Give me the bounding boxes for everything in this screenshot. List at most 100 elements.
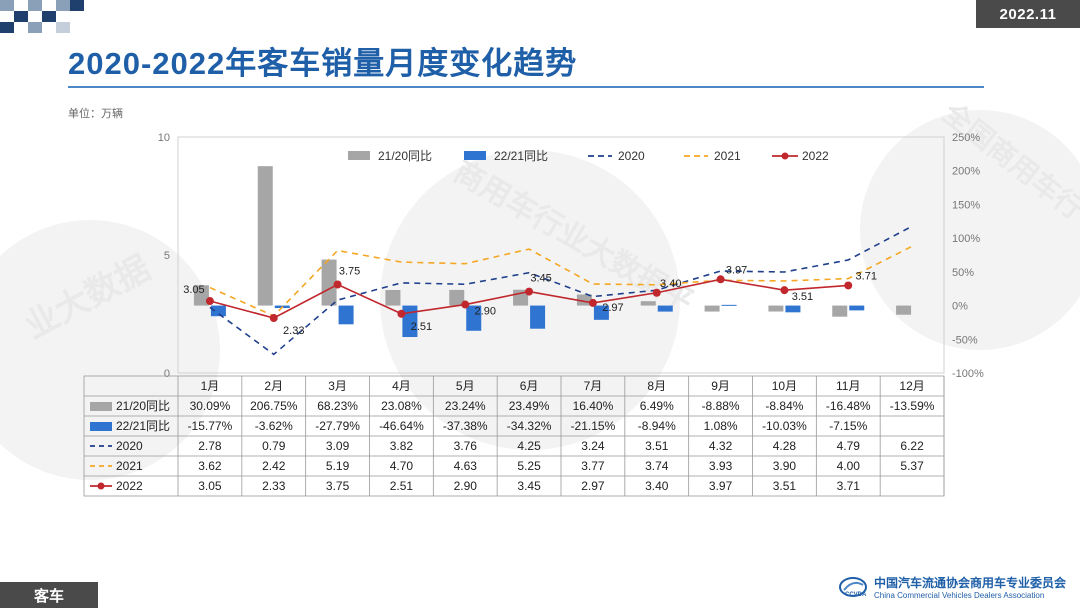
bar-2120-yoy [640,301,656,306]
table-cell: 2.51 [390,479,414,493]
right-axis-tick: 50% [952,267,974,279]
left-axis-tick: 0 [164,368,170,380]
bar-2120-yoy [832,305,848,317]
table-cell: 3.76 [454,439,478,453]
table-cell: 2.90 [454,479,478,493]
bar-2221-yoy [593,305,609,320]
table-cell: 3.40 [645,479,669,493]
table-cell: 68.23% [317,399,358,413]
table-cell: 3.75 [326,479,350,493]
right-axis-tick: 200% [952,166,980,178]
table-cell: -15.77% [188,419,233,433]
line-2020 [209,225,913,356]
marker-2022 [461,300,470,309]
marker-2022 [205,297,214,306]
table-cell: -8.88% [702,399,740,413]
table-header-month: 2月 [264,379,283,393]
marker-2022 [397,309,406,318]
line-2022 [209,278,849,319]
table-row-label: 2020 [116,439,143,453]
data-label-2022: 3.97 [726,264,747,276]
bar-2120-yoy [704,305,720,312]
data-label-2022: 2.51 [411,321,432,333]
right-axis-tick: 100% [952,233,980,245]
table-cell: 2.42 [262,459,286,473]
table-cell: -7.15% [829,419,867,433]
bar-2221-yoy [721,304,737,306]
table-cell: 2.97 [581,479,605,493]
table-header-month: 6月 [520,379,539,393]
table-row-label: 2021 [116,459,143,473]
table-cell: 4.63 [454,459,478,473]
org-logo-icon: CCVDA [838,577,867,598]
marker-2022 [525,287,534,296]
plot-area [177,136,945,374]
bar-2120-yoy [385,290,401,306]
table-cell: 3.45 [517,479,541,493]
table-cell: 23.49% [509,399,550,413]
checker-decoration [0,0,84,33]
page-title: 2020-2022年客车销量月度变化趋势 [68,46,578,81]
legend-label: 2022 [802,149,829,163]
legend-label: 2020 [618,149,645,163]
table-cell: 3.97 [709,479,733,493]
table-cell: 3.51 [773,479,797,493]
bar-2221-yoy [210,305,226,317]
table-header-month: 5月 [456,379,475,393]
bar-2120-yoy [768,305,784,312]
table-cell: -8.84% [765,399,803,413]
table-header-month: 3月 [328,379,347,393]
table-cell: 3.51 [645,439,669,453]
data-label-2022: 2.33 [283,325,304,337]
table-cell: 23.24% [445,399,486,413]
org-name-cn: 中国汽车流通协会商用车专业委员会 [873,576,1066,590]
table-cell: -8.94% [638,419,676,433]
data-label-2022: 2.90 [475,306,496,318]
table-header-month: 12月 [899,379,924,393]
table-cell: -37.38% [443,419,488,433]
legend-label: 21/20同比 [378,149,432,163]
table-cell: 0.79 [262,439,286,453]
table-cell: 5.19 [326,459,350,473]
table-cell: -13.59% [890,399,935,413]
table-cell: 3.62 [198,459,222,473]
table-row-label: 21/20同比 [116,399,170,413]
table-cell: 3.24 [581,439,605,453]
line-2021 [209,245,913,317]
table-cell: 30.09% [190,399,231,413]
category-tag: 客车 [0,582,98,608]
legend-label: 2021 [714,149,741,163]
table-cell: -10.03% [762,419,807,433]
bar-2120-yoy [257,166,273,306]
watermark-circle-center [380,150,680,450]
table-cell: 4.28 [773,439,797,453]
marker-2022 [844,281,853,290]
table-cell: 6.22 [900,439,924,453]
table-cell: 4.25 [517,439,541,453]
left-axis-tick: 5 [164,250,170,262]
legend-swatch [348,151,370,160]
bar-2221-yoy [338,305,354,325]
table-cell: -46.64% [379,419,424,433]
table-cell: -16.48% [826,399,871,413]
bar-2120-yoy [321,259,337,306]
right-axis-tick: 150% [952,199,980,211]
table-cell: 3.90 [773,459,797,473]
data-label-2022: 2.97 [602,302,623,314]
table-cell: 4.00 [837,459,861,473]
table-cell: 4.32 [709,439,733,453]
marker-2022 [333,280,342,289]
table-row-label: 22/21同比 [116,419,170,433]
org-name-en: China Commercial Vehicles Dealers Associ… [873,591,1045,600]
table-header-month: 10月 [772,379,797,393]
table-cell: 2.78 [198,439,222,453]
table-cell: 3.74 [645,459,669,473]
table-header-month: 8月 [647,379,666,393]
table-row-swatch [90,422,112,431]
bar-2120-yoy [896,305,912,315]
table-header-month: 9月 [711,379,730,393]
table-cell: 4.70 [390,459,414,473]
data-label-2022: 3.71 [856,270,877,282]
bar-2221-yoy [785,305,801,313]
bar-2221-yoy [849,305,865,311]
